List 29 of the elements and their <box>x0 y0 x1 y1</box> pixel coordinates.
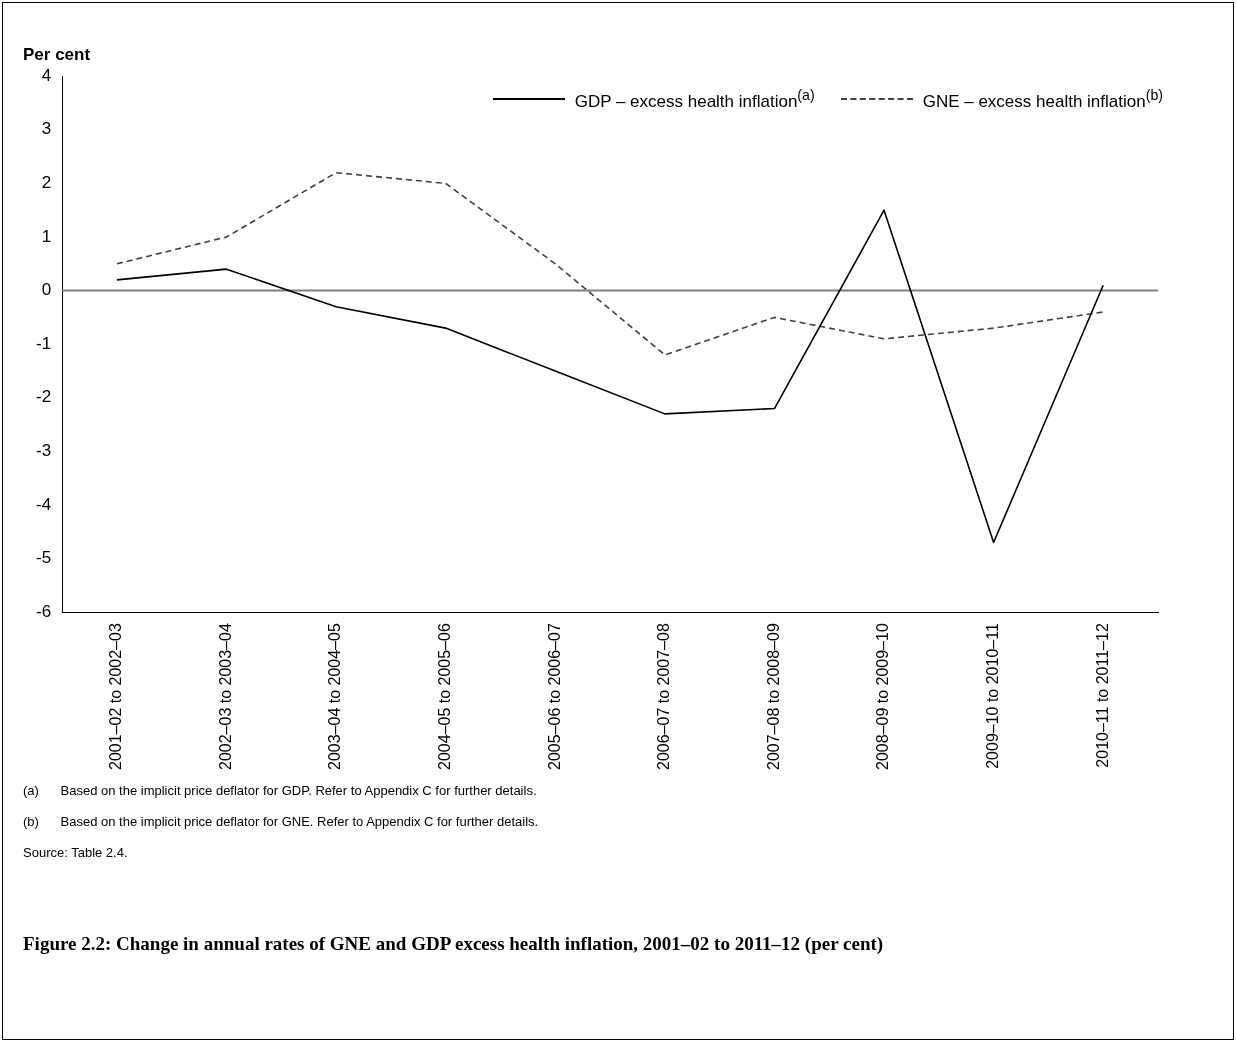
x-tick-label: 2009–10 to 2010–11 <box>984 623 1002 769</box>
x-tick-label: 2008–09 to 2009–10 <box>874 623 892 770</box>
y-tick-label: -2 <box>35 387 52 407</box>
y-tick-label: -3 <box>35 441 52 461</box>
y-axis-title: Per cent <box>23 45 91 65</box>
y-tick-label: 2 <box>41 173 52 193</box>
text: Figure 2.2: Change in annual rates of GNE and GDP excess health inflation, 2001–02 to 2011–12 (per cent) <box>23 933 885 955</box>
x-tick-label: 2002–03 to 2003–04 <box>216 623 234 770</box>
y-tick-label: 1 <box>41 226 52 246</box>
x-tick-label: 2010–11 to 2011–12 <box>1093 623 1111 768</box>
line-series <box>116 171 1105 356</box>
y-tick-label: 4 <box>41 65 52 85</box>
y-tick-label: 3 <box>41 119 52 139</box>
x-tick-label: 2001–02 to 2002–03 <box>107 623 125 770</box>
text: (b) Based on the implicit price deflator for GNE. Refer to Appendix C for further details. <box>23 814 539 829</box>
y-tick-label: -5 <box>35 548 52 568</box>
x-tick-label: 2003–04 to 2004–05 <box>326 623 344 770</box>
y-tick-label: 0 <box>41 280 52 300</box>
x-tick-label: 2005–06 to 2006–07 <box>545 623 563 770</box>
x-tick-label: 2006–07 to 2007–08 <box>655 623 673 770</box>
y-tick-label: -1 <box>35 333 52 353</box>
legend-label: GDP – excess health inflation$^{(a)}$ <box>574 87 815 112</box>
legend-label: GNE – excess health inflation$^{(b)}$ <box>922 87 1163 112</box>
y-tick-label: -6 <box>35 601 52 621</box>
x-tick-label: 2007–08 to 2008–09 <box>764 623 782 770</box>
source-note: Source: Table 2.4. <box>23 845 129 860</box>
y-tick-label: -4 <box>35 494 52 514</box>
text: (a) Based on the implicit price deflator for GDP. Refer to Appendix C for further details. <box>23 783 538 798</box>
x-tick-label: 2004–05 to 2005–06 <box>436 623 454 770</box>
